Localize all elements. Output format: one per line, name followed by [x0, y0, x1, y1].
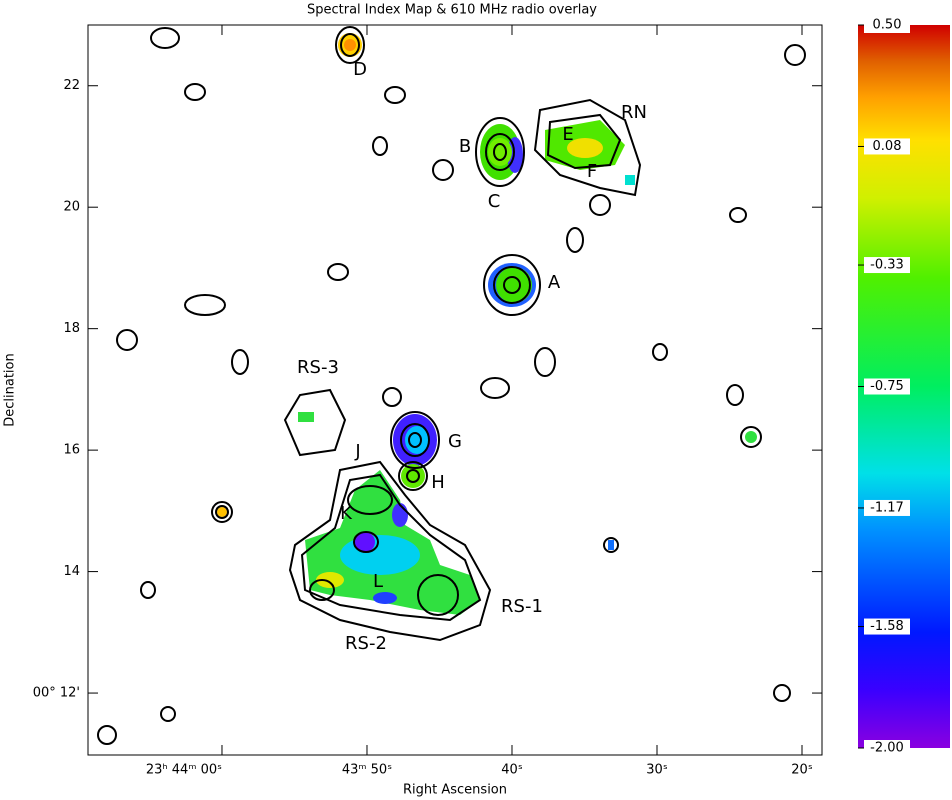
colorbar-label-bg	[864, 740, 910, 756]
contours	[97, 26, 806, 745]
source-label: H	[431, 472, 445, 493]
source-label: RN	[621, 102, 647, 123]
source-label: E	[562, 124, 573, 145]
source-label: D	[353, 59, 367, 80]
source-label: G	[448, 431, 462, 452]
x-tick-label: 43ᵐ 50ˢ	[342, 763, 392, 778]
colorbar-tick-label: -1.17	[870, 500, 904, 515]
plot-frame	[87, 24, 823, 756]
y-axis-label: Declination	[3, 353, 18, 427]
x-tick-label: 23ʰ 44ᵐ 00ˢ	[146, 763, 222, 778]
colorbar-label-bg	[864, 138, 910, 155]
source-label: A	[548, 272, 561, 293]
colorbar-label-bg	[864, 499, 910, 516]
y-tick-label: 00° 12'	[33, 686, 80, 701]
source-label: F	[587, 161, 597, 182]
x-tick-label: 30ˢ	[646, 763, 668, 778]
colorbar-tick-label: -0.33	[870, 258, 904, 273]
colorbar-tick-label: 0.50	[873, 18, 902, 33]
source-label: C	[488, 191, 501, 212]
source-labels: A B C D EF GH J K L RN RS-1 RS-2 RS-3	[297, 59, 647, 654]
colorbar-tick-label: -1.58	[870, 619, 904, 634]
y-tick-label: 22	[63, 78, 80, 93]
y-tick-label: 14	[63, 564, 80, 579]
source-label: RS-3	[297, 357, 339, 378]
colorbar-label-bg	[864, 17, 910, 33]
colorbar-tick-label: -0.75	[870, 379, 904, 394]
source-label: J	[354, 441, 360, 462]
source-label: K	[340, 503, 353, 524]
colorbar-tick-label: -2.00	[870, 741, 904, 756]
source-label: L	[373, 571, 383, 592]
x-tick-label: 20ˢ	[791, 763, 813, 778]
source-label: B	[459, 136, 471, 157]
chart-title: Spectral Index Map & 610 MHz radio overl…	[307, 3, 597, 18]
y-tick-label: 18	[63, 321, 80, 336]
x-tick-label: 40ˢ	[501, 763, 523, 778]
colorbar-label-bg	[864, 257, 910, 274]
source-label: RS-1	[501, 596, 543, 617]
y-tick-label: 20	[63, 200, 80, 215]
colorbar-tick-label: 0.08	[873, 139, 902, 154]
colorbar-label-bg	[864, 618, 910, 635]
y-tick-label: 16	[63, 443, 80, 458]
colorbar-label-bg	[864, 378, 910, 395]
source-label: RS-2	[345, 633, 387, 654]
x-axis-label: Right Ascension	[403, 783, 507, 798]
spectral-map	[217, 33, 757, 615]
